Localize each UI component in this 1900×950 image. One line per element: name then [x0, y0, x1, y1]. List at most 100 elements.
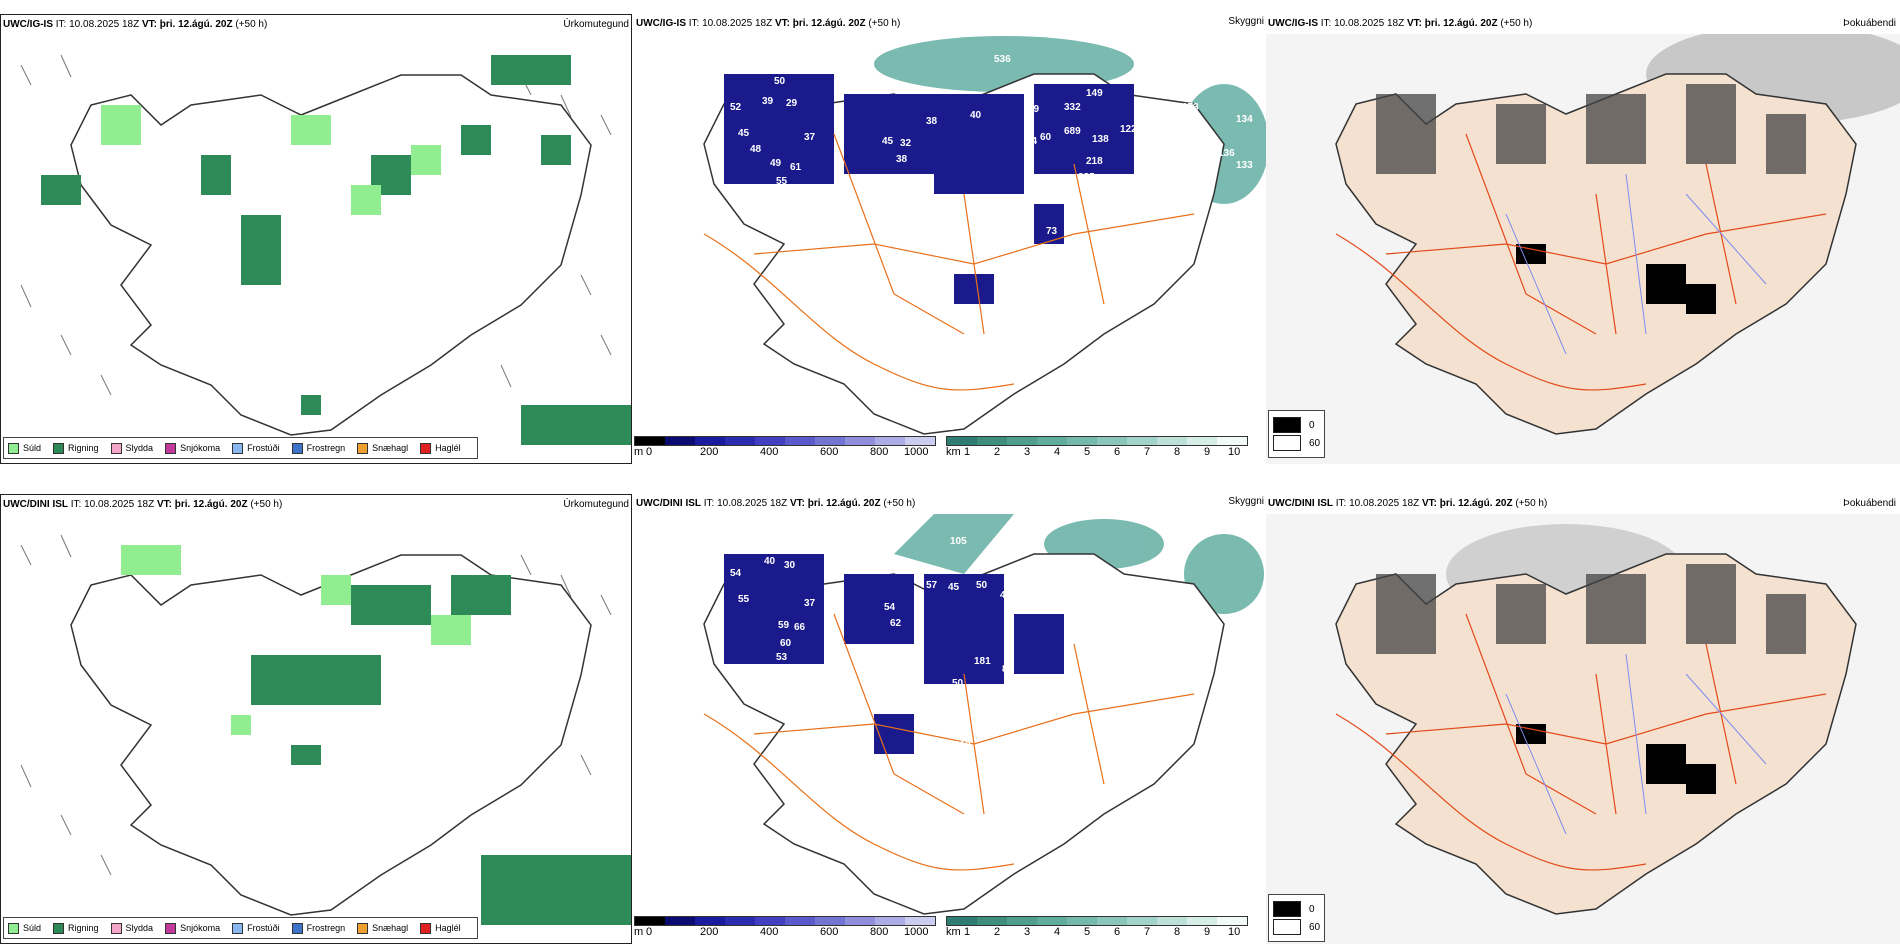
cloud-label: 98	[1196, 136, 1208, 147]
cloud-label: 55	[776, 176, 788, 187]
legend-item: Súld	[8, 442, 41, 454]
visibility-panel-top: UWC/IG-IS IT: 10.08.2025 18Z VT: þri. 12…	[634, 14, 1266, 464]
fog-map	[1266, 34, 1900, 464]
cloud-label: 122	[1120, 124, 1137, 135]
fog-dense-areas	[1516, 244, 1716, 314]
cloud-label: 53	[814, 714, 826, 725]
legend-item: Rigning	[53, 442, 99, 454]
cloud-label: 536	[994, 54, 1011, 65]
cloud-label: 133	[1236, 160, 1253, 171]
vis-tick: 7	[1144, 446, 1151, 458]
cloud-unit: m	[634, 926, 644, 938]
cloud-label: 210	[954, 740, 971, 751]
cloud-label: 444	[1074, 558, 1091, 569]
cloud-label: 73	[1046, 226, 1058, 237]
panel-header: UWC/DINI ISL IT: 10.08.2025 18Z VT: þri.…	[1268, 498, 1548, 509]
cloud-label: 82	[1002, 664, 1014, 675]
legend-item: Frostúði	[232, 922, 280, 934]
cloud-label: 48	[750, 144, 762, 155]
cloud-label: 47	[1158, 610, 1170, 621]
vis-tick: 8	[1174, 926, 1181, 938]
vis-tick: 2	[994, 446, 1001, 458]
vis-tick: 2	[994, 926, 1001, 938]
cloud-label: 41	[776, 194, 788, 205]
vis-tick: 3	[1024, 926, 1031, 938]
fog-panel-top: UWC/IG-IS IT: 10.08.2025 18Z VT: þri. 12…	[1266, 14, 1900, 464]
cloud-label: 54	[884, 602, 896, 613]
cloud-label: 336	[944, 706, 961, 717]
cloud-label: 335	[1142, 642, 1159, 653]
cloud-label: 45	[738, 128, 750, 139]
precip-type-panel-top: UWC/IG-IS IT: 10.08.2025 18Z VT: þri. 12…	[0, 14, 632, 464]
drizzle-areas	[121, 545, 471, 735]
cloud-label: 53	[776, 652, 788, 663]
cloud-label: 101	[1016, 712, 1033, 723]
fog-legend: 0 60	[1268, 894, 1326, 942]
cloud-label: 186	[1118, 650, 1135, 661]
cloud-label: 79	[1028, 104, 1040, 115]
drizzle-areas	[101, 105, 441, 215]
cloud-label: 40	[764, 556, 776, 567]
vis-tick: 9	[1204, 446, 1211, 458]
legend-item: Haglél	[420, 442, 461, 454]
cloud-label: 42	[940, 262, 952, 273]
visibility-map: 105 54 40 30 54 55 37 59 66 60 53 54 62 …	[703, 514, 1264, 915]
cloud-label: 110	[1014, 302, 1031, 313]
vis-tick: 4	[1054, 926, 1061, 938]
vis-tick: 3	[1024, 446, 1031, 458]
cloud-label: 65	[1128, 592, 1140, 603]
cloud-base-scale: m 0 200 400 600 800 1000 km 1 2 3 4 5 6 …	[634, 916, 1248, 938]
cloud-labels: 536 50 39 29 52 45 48 37 49 61 55 41 86 …	[682, 54, 1253, 433]
vis-tick: 10	[1228, 446, 1241, 458]
cloud-label: 60	[780, 638, 792, 649]
cloud-label: 173	[1182, 102, 1199, 113]
cloud-label: 38	[896, 154, 908, 165]
cloud-label: 57	[926, 580, 938, 591]
cloud-label: 42	[1000, 590, 1012, 601]
panel-label: Þokuábendi	[1843, 498, 1896, 509]
cloud-label: 60	[1040, 132, 1052, 143]
legend-item: Snjókoma	[165, 922, 220, 934]
vis-tick: 9	[1204, 926, 1211, 938]
vis-tick: 1	[964, 446, 971, 458]
panel-label: Þokuábendi	[1843, 18, 1896, 29]
cloud-label: 45	[948, 582, 960, 593]
cloud-label: 149	[1086, 88, 1103, 99]
vis-tick: 6	[1114, 446, 1121, 458]
cloud-label: 218	[1086, 156, 1103, 167]
precip-type-map	[20, 54, 631, 445]
cloud-label: 138	[1092, 134, 1109, 145]
precip-type-map	[20, 534, 631, 925]
fog-legend-min: 0	[1309, 903, 1315, 915]
road-network	[1335, 133, 1827, 391]
cloud-base-scale: m 0 200 400 600 800 1000 km 1 2 3 4 5 6 …	[634, 436, 1248, 458]
legend-item: Súld	[8, 922, 41, 934]
legend-item: Snjókoma	[165, 442, 220, 454]
cloud-tick: 800	[870, 926, 889, 938]
low-cloud-areas	[724, 74, 1134, 304]
cloud-label: 86	[794, 206, 806, 217]
rivers	[1505, 173, 1767, 355]
cloud-label: 62	[890, 618, 902, 629]
fog-legend-max: 60	[1309, 437, 1321, 449]
cloud-label: 181	[974, 656, 991, 667]
cloud-unit: m	[634, 446, 644, 458]
rain-areas	[251, 575, 631, 925]
cloud-labels: 105 54 40 30 54 55 37 59 66 60 53 54 62 …	[730, 536, 1170, 849]
panel-label: Skyggni	[1228, 496, 1264, 507]
cloud-label: 37	[804, 598, 816, 609]
cloud-tick: 0	[646, 446, 653, 458]
panel-header: UWC/IG-IS IT: 10.08.2025 18Z VT: þri. 12…	[1268, 18, 1533, 29]
fog-panel-bottom: UWC/DINI ISL IT: 10.08.2025 18Z VT: þri.…	[1266, 494, 1900, 944]
cloud-label: 105	[950, 536, 967, 547]
precip-legend: Súld Rigning Slydda Snjókoma Frostúði Fr…	[3, 437, 478, 459]
legend-item: Snæhagl	[357, 922, 408, 934]
road-network	[703, 613, 1195, 871]
fog-areas	[1376, 564, 1806, 654]
legend-item: Rigning	[53, 922, 99, 934]
cloud-label: 61	[790, 162, 802, 173]
fog-dense-areas	[1516, 724, 1716, 794]
panel-label: Úrkomutegund	[563, 499, 629, 510]
cloud-label: 49	[770, 158, 782, 169]
cloud-label: 76	[810, 228, 822, 239]
